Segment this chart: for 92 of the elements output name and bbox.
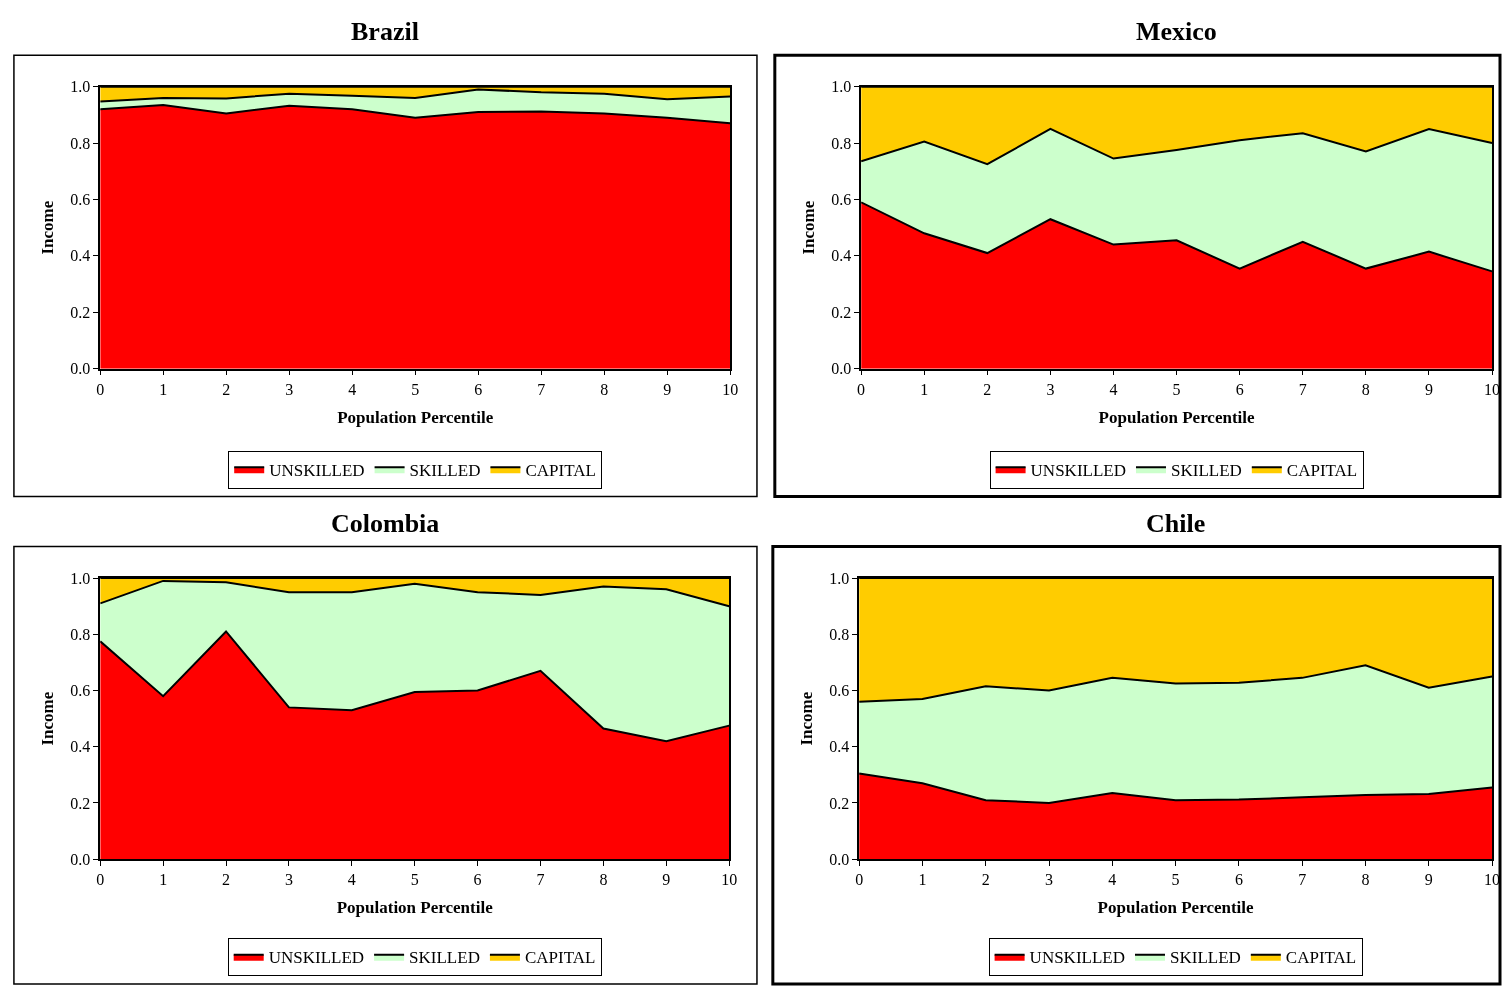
y-tick-label: 0.4 <box>831 247 852 265</box>
legend-label: CAPITAL <box>1286 460 1358 480</box>
chart-title: Chile <box>1146 509 1206 538</box>
x-tick-label: 6 <box>474 380 483 398</box>
x-tick-label: 0 <box>96 380 105 398</box>
x-tick-label: 2 <box>981 871 990 889</box>
x-tick-label: 8 <box>1361 380 1370 398</box>
y-tick-label: 1.0 <box>70 78 91 96</box>
chart-title: Brazil <box>351 17 419 46</box>
y-tick-label: 0.2 <box>831 303 852 321</box>
x-tick-label: 2 <box>983 380 992 398</box>
y-tick-label: 0.6 <box>70 682 91 700</box>
x-tick-label: 10 <box>1484 871 1501 889</box>
y-tick-label: 0.0 <box>831 360 852 378</box>
x-tick-label: 1 <box>918 871 927 889</box>
x-tick-label: 9 <box>662 871 671 889</box>
x-tick-label: 1 <box>159 871 168 889</box>
x-tick-label: 5 <box>1172 380 1181 398</box>
x-axis-title: Population Percentile <box>1098 407 1256 427</box>
legend-label: CAPITAL <box>524 948 596 968</box>
y-tick-label: 0.0 <box>70 850 91 868</box>
y-tick-label: 0.2 <box>829 794 850 812</box>
y-tick-label: 0.2 <box>70 794 91 812</box>
y-tick-label: 1.0 <box>70 569 91 587</box>
x-tick-label: 5 <box>411 380 420 398</box>
y-axis-title: Income <box>38 200 58 255</box>
x-axis-title: Population Percentile <box>337 407 494 427</box>
x-tick-label: 3 <box>285 380 294 398</box>
legend-label: SKILLED <box>1169 948 1241 968</box>
y-tick-label: 1.0 <box>829 569 850 587</box>
legend-label: UNSKILLED <box>1029 948 1125 968</box>
x-tick-label: 6 <box>1234 871 1243 889</box>
x-tick-label: 1 <box>159 380 168 398</box>
x-tick-label: 2 <box>222 871 231 889</box>
legend-label: SKILLED <box>409 948 480 968</box>
x-tick-label: 0 <box>855 871 864 889</box>
y-tick-label: 0.8 <box>831 134 852 152</box>
y-tick-label: 0.6 <box>829 682 850 700</box>
x-tick-label: 2 <box>222 380 231 398</box>
legend-label: SKILLED <box>409 460 481 480</box>
y-tick-label: 0.4 <box>70 738 91 756</box>
y-tick-label: 0.8 <box>70 134 91 152</box>
x-tick-label: 3 <box>284 871 293 889</box>
y-tick-label: 0.6 <box>831 191 852 209</box>
x-tick-label: 5 <box>410 871 419 889</box>
x-tick-label: 7 <box>536 871 545 889</box>
x-tick-label: 0 <box>857 380 866 398</box>
y-tick-label: 0.4 <box>70 247 91 265</box>
x-tick-label: 3 <box>1046 380 1055 398</box>
x-tick-label: 10 <box>721 871 738 889</box>
legend-label: SKILLED <box>1170 460 1242 480</box>
x-tick-label: 0 <box>96 871 105 889</box>
y-axis-title: Income <box>38 691 58 746</box>
legend-label: UNSKILLED <box>1030 460 1126 480</box>
x-tick-label: 4 <box>1109 380 1118 398</box>
legend-label: CAPITAL <box>525 460 596 480</box>
y-tick-label: 1.0 <box>831 78 852 96</box>
x-tick-label: 10 <box>1484 380 1501 398</box>
y-tick-label: 0.8 <box>70 625 91 643</box>
y-axis-title: Income <box>797 691 817 746</box>
x-tick-label: 8 <box>1361 871 1370 889</box>
x-tick-label: 1 <box>920 380 929 398</box>
x-tick-label: 4 <box>1108 871 1117 889</box>
x-tick-label: 7 <box>1298 871 1307 889</box>
x-tick-label: 5 <box>1171 871 1180 889</box>
x-tick-label: 8 <box>599 871 608 889</box>
chart-title: Mexico <box>1136 17 1217 46</box>
x-tick-label: 3 <box>1045 871 1054 889</box>
x-tick-label: 6 <box>1235 380 1244 398</box>
y-tick-label: 0.6 <box>70 191 91 209</box>
x-tick-label: 7 <box>537 380 546 398</box>
legend-label: UNSKILLED <box>268 948 365 968</box>
x-axis-title: Population Percentile <box>336 898 494 918</box>
x-tick-label: 4 <box>347 871 356 889</box>
y-tick-label: 0.4 <box>829 738 850 756</box>
x-tick-label: 7 <box>1298 380 1307 398</box>
y-tick-label: 0.0 <box>70 360 91 378</box>
x-tick-label: 8 <box>600 380 609 398</box>
x-axis-title: Population Percentile <box>1097 898 1255 918</box>
y-tick-label: 0.2 <box>70 303 91 321</box>
x-tick-label: 9 <box>663 380 672 398</box>
legend-label: UNSKILLED <box>269 460 365 480</box>
legend-label: CAPITAL <box>1285 948 1357 968</box>
x-tick-label: 9 <box>1424 871 1433 889</box>
x-tick-label: 4 <box>348 380 357 398</box>
x-tick-label: 9 <box>1424 380 1433 398</box>
y-tick-label: 0.8 <box>829 625 850 643</box>
y-tick-label: 0.0 <box>829 850 850 868</box>
x-tick-label: 6 <box>473 871 482 889</box>
y-axis-title: Income <box>799 200 819 255</box>
chart-title: Colombia <box>331 509 440 538</box>
x-tick-label: 10 <box>722 380 739 398</box>
